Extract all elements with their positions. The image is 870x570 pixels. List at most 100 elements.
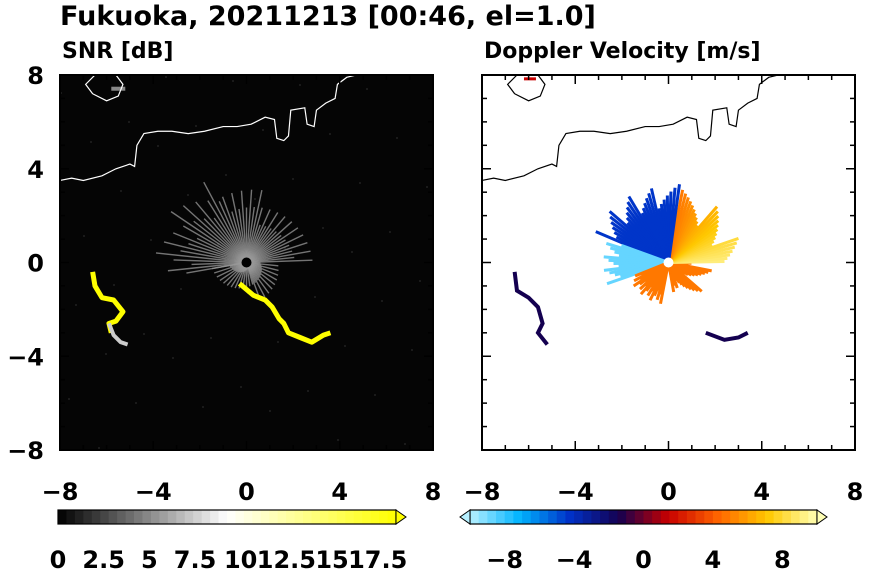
- colorbar-label: 10: [224, 546, 257, 570]
- colorbar-cell: [235, 510, 245, 524]
- panel-title: SNR [dB]: [62, 39, 173, 64]
- colorbar-cell: [626, 510, 636, 524]
- echo-band: [705, 330, 749, 342]
- y-tick-label: 4: [27, 156, 44, 184]
- colorbar-cell: [319, 510, 329, 524]
- echo-beam: [163, 241, 247, 264]
- colorbar-cell: [478, 510, 488, 524]
- noise-pixel: [210, 337, 212, 339]
- noise-pixel: [284, 247, 286, 249]
- y-tick-label: 0: [27, 250, 44, 278]
- x-tick-label: 0: [238, 478, 255, 506]
- noise-pixel: [157, 145, 159, 147]
- echo-band: [107, 322, 129, 347]
- echo-beam: [170, 211, 247, 264]
- colorbar-cell: [379, 510, 388, 524]
- x-tick-label: −8: [42, 478, 79, 506]
- colorbar-cell: [159, 510, 169, 524]
- noise-pixel: [322, 227, 324, 229]
- colorbar-label: 12.5: [257, 546, 316, 570]
- colorbar-cell: [252, 510, 262, 524]
- noise-pixel: [381, 300, 383, 302]
- colorbar-cell: [470, 510, 480, 524]
- x-tick-label: 8: [847, 478, 864, 506]
- noise-pixel: [83, 235, 85, 237]
- colorbar-cell: [294, 510, 304, 524]
- radar-center: [241, 257, 252, 268]
- colorbar-label: 2.5: [82, 546, 125, 570]
- echo-band: [512, 271, 549, 346]
- colorbar-cell: [117, 510, 126, 524]
- velocity-beam: [659, 262, 670, 305]
- colorbar-label: 0: [50, 546, 67, 570]
- colorbar-cell: [487, 510, 497, 524]
- colorbar-cell: [522, 510, 532, 524]
- noise-pixel: [262, 129, 264, 131]
- colorbar-cell: [167, 510, 177, 524]
- colorbar-cell: [387, 510, 397, 524]
- noise-pixel: [135, 402, 137, 404]
- noise-pixel: [254, 198, 256, 200]
- colorbar-label: −8: [486, 546, 523, 570]
- noise-pixel: [68, 398, 70, 400]
- colorbar-cell: [243, 510, 253, 524]
- colorbar-cell: [260, 510, 270, 524]
- y-tick-label: −4: [7, 343, 44, 371]
- noise-pixel: [225, 174, 227, 176]
- noise-pixel: [329, 133, 331, 135]
- colorbar-cell: [652, 510, 662, 524]
- noise-pixel: [120, 190, 122, 192]
- colorbar-cell: [83, 510, 93, 524]
- colorbar-cell: [643, 510, 653, 524]
- colorbar-label: 8: [774, 546, 791, 570]
- noise-pixel: [98, 447, 100, 449]
- colorbar-cell: [218, 510, 228, 524]
- colorbar-label: 7.5: [174, 546, 217, 570]
- colorbar-cell: [201, 510, 211, 524]
- colorbar-cell: [565, 510, 575, 524]
- echo-beam: [182, 225, 247, 264]
- echo-beam: [246, 242, 308, 264]
- colorbar-cell: [184, 510, 194, 524]
- colorbar-cell: [678, 510, 688, 524]
- coastline: [59, 74, 357, 182]
- echo-beam: [203, 181, 248, 263]
- echo-beam: [186, 261, 247, 274]
- colorbar-cell: [782, 510, 792, 524]
- colorbar-cell: [756, 510, 766, 524]
- colorbar-cell: [370, 510, 380, 524]
- colorbar-cell: [91, 510, 101, 524]
- velocity-echo: [595, 184, 739, 305]
- colorbar-cell: [108, 510, 118, 524]
- noise-pixel: [419, 280, 421, 282]
- noise-pixel: [374, 394, 376, 396]
- noise-pixel: [269, 410, 271, 412]
- noise-pixel: [307, 390, 309, 392]
- colorbar-cell: [764, 510, 775, 524]
- x-tick-label: −8: [464, 478, 501, 506]
- noise-pixel: [396, 137, 398, 139]
- colorbar-cell: [704, 510, 714, 524]
- colorbar-label: −4: [556, 546, 593, 570]
- colorbar-cell: [591, 510, 601, 524]
- colorbar-cell: [730, 510, 740, 524]
- noise-pixel: [404, 443, 406, 445]
- colorbar-cell: [227, 510, 236, 524]
- colorbar-cell: [712, 510, 722, 524]
- noise-pixel: [277, 341, 279, 343]
- colorbar-cell: [336, 510, 346, 524]
- doppler-panel: Doppler Velocity [m/s] −8 −4 0 4 8 −8 −4 0 4 8: [459, 39, 864, 570]
- echo-beam: [203, 218, 248, 263]
- noise-pixel: [150, 239, 152, 241]
- colorbar-cell: [328, 510, 338, 524]
- colorbar-cell: [513, 510, 523, 524]
- echo-beam: [246, 259, 313, 264]
- echo-beam: [246, 250, 311, 264]
- echo-beam: [245, 189, 253, 263]
- x-tick-label: 0: [660, 478, 677, 506]
- colorbar-cell: [695, 510, 705, 524]
- echo-beam: [221, 196, 248, 263]
- noise-pixel: [292, 178, 294, 180]
- x-tick-label: 8: [425, 478, 442, 506]
